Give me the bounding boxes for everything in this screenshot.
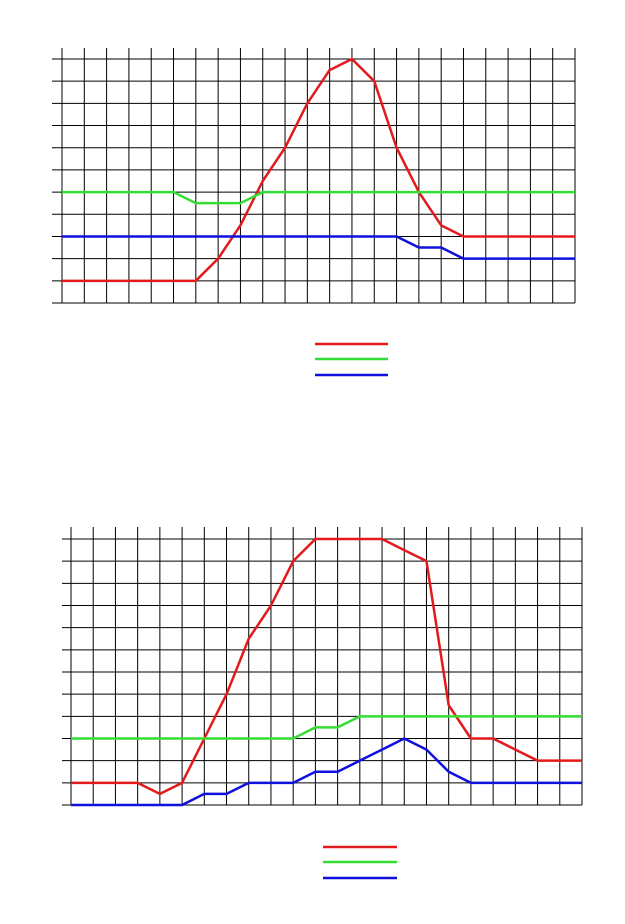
series-line-2	[71, 715, 582, 740]
series-line-3	[71, 737, 582, 807]
series-line-1	[71, 537, 582, 796]
series-line-3	[62, 235, 575, 260]
series-line-2	[62, 190, 575, 205]
series-line-1	[62, 57, 575, 283]
bottom-chart	[62, 527, 583, 880]
top-chart	[52, 48, 576, 377]
